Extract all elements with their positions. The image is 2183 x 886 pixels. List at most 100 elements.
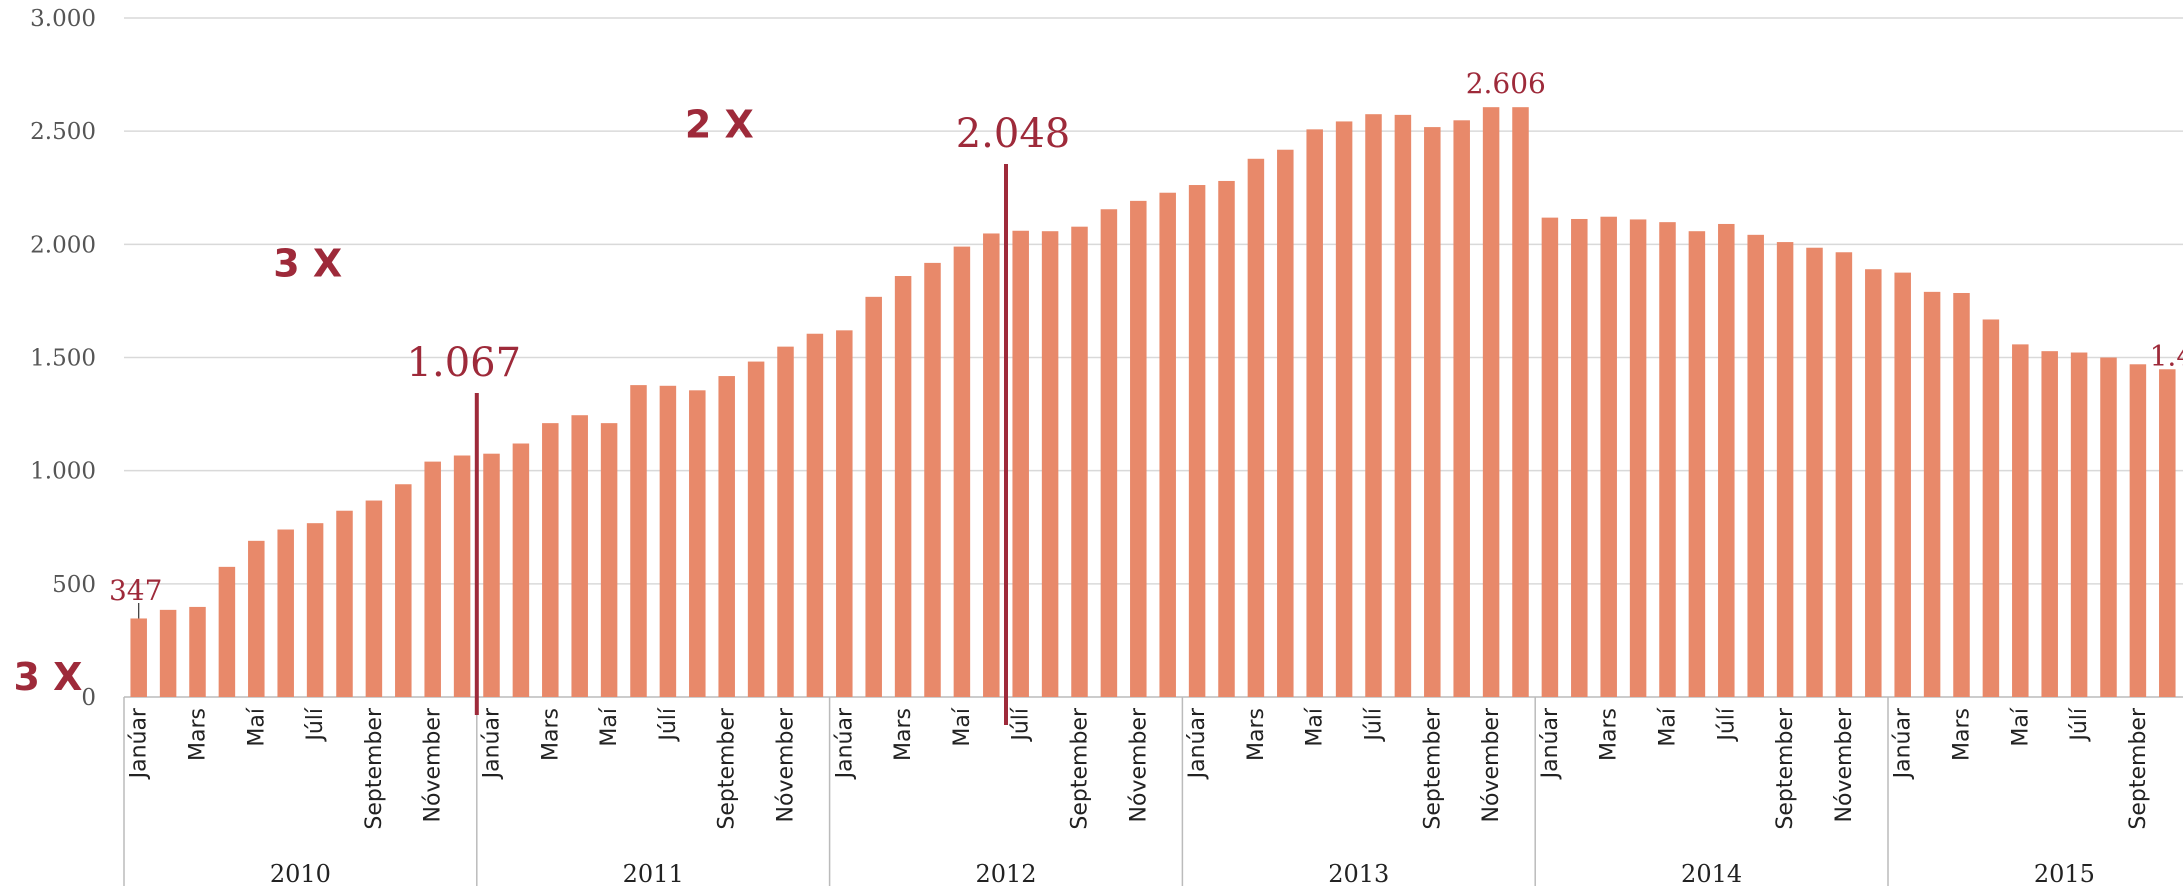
- x-tick-label: September: [2126, 707, 2151, 830]
- x-tick-label: Júlí: [1362, 707, 1387, 743]
- bar: [1306, 129, 1323, 697]
- year-label: 2011: [623, 860, 684, 886]
- y-tick-label: 3.000: [30, 6, 96, 32]
- x-tick-label: September: [1068, 707, 1093, 830]
- bar: [1718, 223, 1735, 698]
- y-tick-label: 0: [81, 685, 96, 711]
- bar: [1923, 291, 1941, 697]
- bar: [306, 523, 324, 697]
- x-tick-label: Nóvember: [1479, 707, 1504, 822]
- x-tick-label: Júlí: [303, 707, 328, 743]
- bar: [365, 500, 383, 697]
- x-tick-label: Maí: [244, 707, 269, 746]
- bar: [571, 415, 588, 697]
- bar: [130, 618, 147, 697]
- multiplier-label: 3 X: [14, 655, 83, 699]
- y-tick-label: 2.000: [30, 232, 96, 258]
- bar: [2159, 369, 2176, 697]
- x-tick-label: Mars: [891, 708, 916, 761]
- year-label: 2012: [975, 860, 1036, 886]
- x-tick-label: Mars: [538, 708, 563, 761]
- bar: [806, 333, 824, 697]
- bar: [1541, 217, 1559, 697]
- bar: [718, 376, 735, 697]
- x-tick-label: Maí: [1656, 707, 1681, 746]
- x-tick-label: Júlí: [656, 707, 681, 743]
- year-label: 2015: [2034, 860, 2095, 886]
- x-tick-label: September: [715, 707, 740, 830]
- bar: [1335, 121, 1353, 698]
- bar: [747, 361, 765, 697]
- bar: [983, 233, 1000, 697]
- grid-lines: [124, 17, 2183, 698]
- bar: [1394, 114, 1412, 697]
- data-label: 1.403: [2150, 339, 2183, 372]
- x-tick-label: Júlí: [2067, 707, 2092, 743]
- bar: [2070, 352, 2088, 697]
- x-tick-label: Maí: [597, 707, 622, 746]
- bar: [483, 453, 500, 697]
- x-tick-label: Janúar: [832, 707, 857, 780]
- bar: [1482, 107, 1500, 697]
- bar: [1600, 216, 1617, 697]
- multiplier-label: 3 X: [273, 242, 342, 286]
- year-label: 2010: [270, 860, 331, 886]
- x-tick-label: Nóvember: [1832, 707, 1857, 822]
- bar: [1629, 219, 1647, 698]
- bar: [1247, 158, 1265, 698]
- bar: [1041, 231, 1059, 697]
- bar: [2012, 344, 2029, 697]
- x-tick-label: Mars: [1597, 708, 1622, 761]
- bar: [336, 510, 353, 697]
- bar: [542, 423, 559, 697]
- y-tick-label: 500: [52, 572, 96, 598]
- data-label: 2.606: [1466, 67, 1546, 100]
- x-tick-label: Maí: [1303, 707, 1328, 746]
- bar: [1747, 234, 1764, 697]
- bar: [1100, 209, 1118, 698]
- bar: [277, 529, 294, 697]
- bar: [924, 262, 941, 697]
- bar: [189, 606, 206, 697]
- bar: [689, 390, 706, 697]
- bar: [1424, 127, 1441, 698]
- bar: [395, 484, 412, 697]
- x-tick-label: Janúar: [127, 707, 152, 780]
- data-label: 1.067: [407, 340, 522, 386]
- bar: [836, 330, 853, 697]
- x-tick-label: Janúar: [1185, 707, 1210, 780]
- x-tick-label: September: [1420, 707, 1445, 830]
- year-label: 2013: [1328, 860, 1389, 886]
- x-axis: Janúar Mars Maí Júlí September Nóvember 2010 Ja…: [123, 697, 2151, 886]
- bar: [1659, 222, 1676, 698]
- y-axis-tick-labels: 0 500 1.000 1.500 2.000 2.500 3.000: [30, 6, 96, 711]
- bar: [1512, 107, 1529, 697]
- y-tick-label: 1.000: [30, 459, 96, 485]
- bar: [894, 276, 912, 697]
- bar: [1571, 218, 1588, 697]
- x-tick-label: Nóvember: [774, 707, 799, 822]
- x-tick-label: Janúar: [480, 707, 505, 780]
- bar: [1071, 226, 1088, 698]
- bar: [1894, 272, 1911, 697]
- bar: [1159, 192, 1176, 697]
- bars: [130, 107, 2176, 698]
- multiplier-label: 2 X: [685, 102, 754, 146]
- bar: [1776, 242, 1794, 697]
- x-tick-label: Júlí: [1009, 707, 1034, 743]
- bar: [1188, 185, 1206, 697]
- bar: [512, 443, 530, 697]
- data-label: 347: [109, 574, 162, 607]
- bar: [1453, 120, 1470, 697]
- bar: [600, 423, 618, 697]
- bar: [1688, 231, 1706, 697]
- bar: [424, 461, 441, 697]
- x-tick-label: Mars: [1244, 708, 1269, 761]
- bar: [1835, 252, 1853, 697]
- bar: [453, 455, 471, 697]
- bar: [1806, 247, 1823, 697]
- x-tick-label: Nóvember: [421, 707, 446, 822]
- bar: [2041, 351, 2058, 697]
